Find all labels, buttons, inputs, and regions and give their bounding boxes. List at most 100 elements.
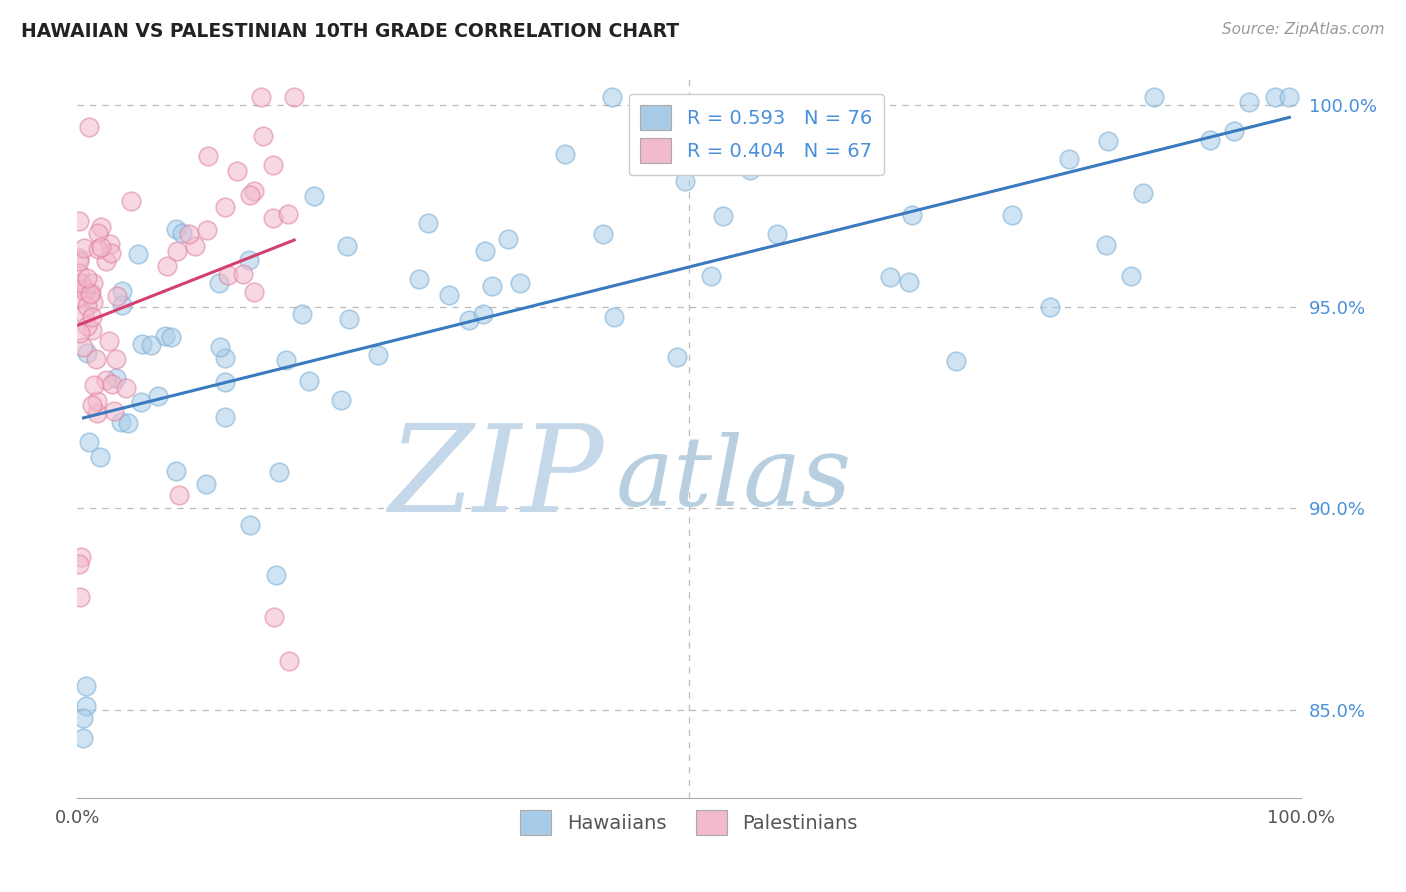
Point (73, 307, 96, 321)
Point (80, 286, 103, 301)
Point (592, 227, 614, 241)
Point (79, 287, 101, 301)
Point (711, 209, 734, 223)
Point (86, 242, 108, 256)
Point (1143, 90, 1166, 104)
Point (67, 291, 90, 305)
Point (277, 207, 299, 221)
Point (195, 477, 218, 491)
Point (107, 289, 129, 303)
Point (111, 298, 134, 312)
Point (600, 90, 623, 104)
Point (898, 275, 921, 289)
Point (103, 404, 125, 418)
Point (214, 375, 236, 389)
Point (738, 163, 761, 178)
Point (901, 208, 924, 222)
Point (80, 310, 103, 324)
Text: ZIP: ZIP (388, 420, 603, 538)
Point (110, 415, 132, 429)
Point (131, 336, 153, 351)
Point (291, 307, 314, 321)
Point (67, 266, 90, 280)
Point (87, 226, 110, 240)
Point (554, 146, 576, 161)
Point (76, 299, 98, 313)
Point (73, 241, 96, 255)
Point (75, 285, 97, 299)
Point (167, 488, 190, 502)
Point (252, 128, 274, 143)
Legend: Hawaiians, Palestinians: Hawaiians, Palestinians (512, 803, 866, 843)
Point (90, 220, 112, 235)
Point (242, 285, 264, 299)
Point (72, 340, 94, 354)
Point (82, 294, 104, 309)
Point (217, 268, 239, 282)
Point (70, 549, 93, 564)
Point (84, 352, 107, 367)
Point (239, 187, 262, 202)
Point (1094, 238, 1116, 252)
Point (139, 337, 162, 351)
Point (94, 373, 117, 387)
Point (1237, 95, 1260, 110)
Point (1278, 90, 1301, 104)
Point (86, 393, 108, 408)
Point (302, 188, 325, 202)
Point (94, 253, 117, 268)
Point (117, 416, 139, 430)
Point (457, 313, 479, 327)
Point (82, 398, 104, 412)
Point (111, 284, 134, 298)
Point (76, 270, 98, 285)
Point (104, 371, 127, 385)
Point (197, 149, 219, 163)
Point (120, 194, 142, 209)
Point (70, 276, 93, 290)
Point (100, 245, 122, 260)
Point (75, 698, 97, 713)
Point (1222, 124, 1244, 138)
Text: HAWAIIAN VS PALESTINIAN 10TH GRADE CORRELATION CHART: HAWAIIAN VS PALESTINIAN 10TH GRADE CORRE… (21, 22, 679, 41)
Point (665, 350, 688, 364)
Point (86, 407, 108, 421)
Point (79, 120, 101, 134)
Point (481, 279, 503, 293)
Point (263, 211, 285, 225)
Point (104, 352, 127, 367)
Point (82, 277, 104, 291)
Point (496, 232, 519, 246)
Point (77, 434, 100, 449)
Point (73, 280, 96, 294)
Point (243, 184, 266, 198)
Point (165, 222, 187, 236)
Point (159, 330, 181, 344)
Point (337, 311, 360, 326)
Point (166, 244, 188, 258)
Point (1263, 90, 1285, 104)
Text: atlas: atlas (616, 433, 852, 526)
Point (101, 377, 124, 392)
Point (269, 465, 291, 479)
Point (72, 711, 94, 725)
Point (208, 340, 231, 354)
Point (673, 174, 696, 188)
Point (90, 240, 112, 254)
Point (67, 557, 90, 571)
Point (76, 346, 98, 360)
Point (263, 610, 285, 624)
Point (214, 351, 236, 365)
Point (184, 239, 207, 253)
Point (69, 326, 91, 341)
Point (72, 731, 94, 745)
Point (156, 259, 179, 273)
Point (336, 239, 359, 253)
Point (226, 163, 249, 178)
Point (250, 90, 273, 104)
Point (127, 246, 149, 260)
Point (177, 227, 200, 241)
Point (80, 323, 103, 337)
Point (238, 253, 260, 268)
Point (83, 378, 105, 392)
